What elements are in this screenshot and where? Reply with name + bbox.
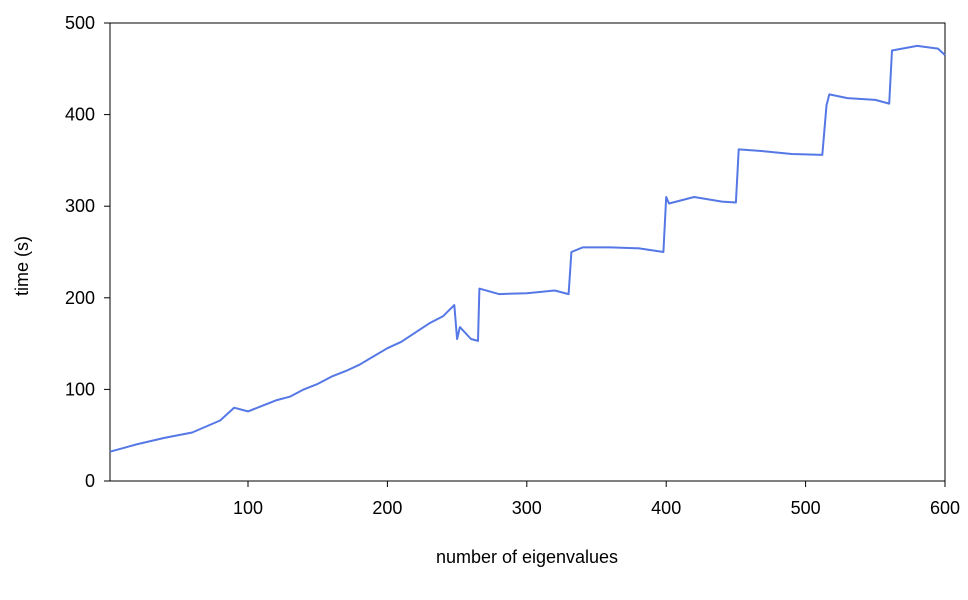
x-tick-label: 600 [930,498,960,518]
plot-area-frame [109,22,946,482]
y-axis-ticks: 0 100 200 300 400 500 [65,13,110,491]
series-group [109,44,946,453]
x-tick-label: 300 [512,498,542,518]
y-tick-label: 400 [65,105,95,125]
x-tick-label: 400 [651,498,681,518]
y-tick-label: 500 [65,13,95,33]
y-tick-label: 100 [65,379,95,399]
x-axis-title: number of eigenvalues [436,547,618,567]
y-tick-label: 0 [85,471,95,491]
x-tick-label: 100 [233,498,263,518]
y-tick-label: 300 [65,196,95,216]
x-tick-label: 200 [372,498,402,518]
x-axis-ticks: 100 200 300 400 500 600 [233,481,960,518]
x-tick-label: 500 [791,498,821,518]
series-line [109,44,946,453]
y-axis-title: time (s) [12,236,32,296]
y-tick-label: 200 [65,288,95,308]
